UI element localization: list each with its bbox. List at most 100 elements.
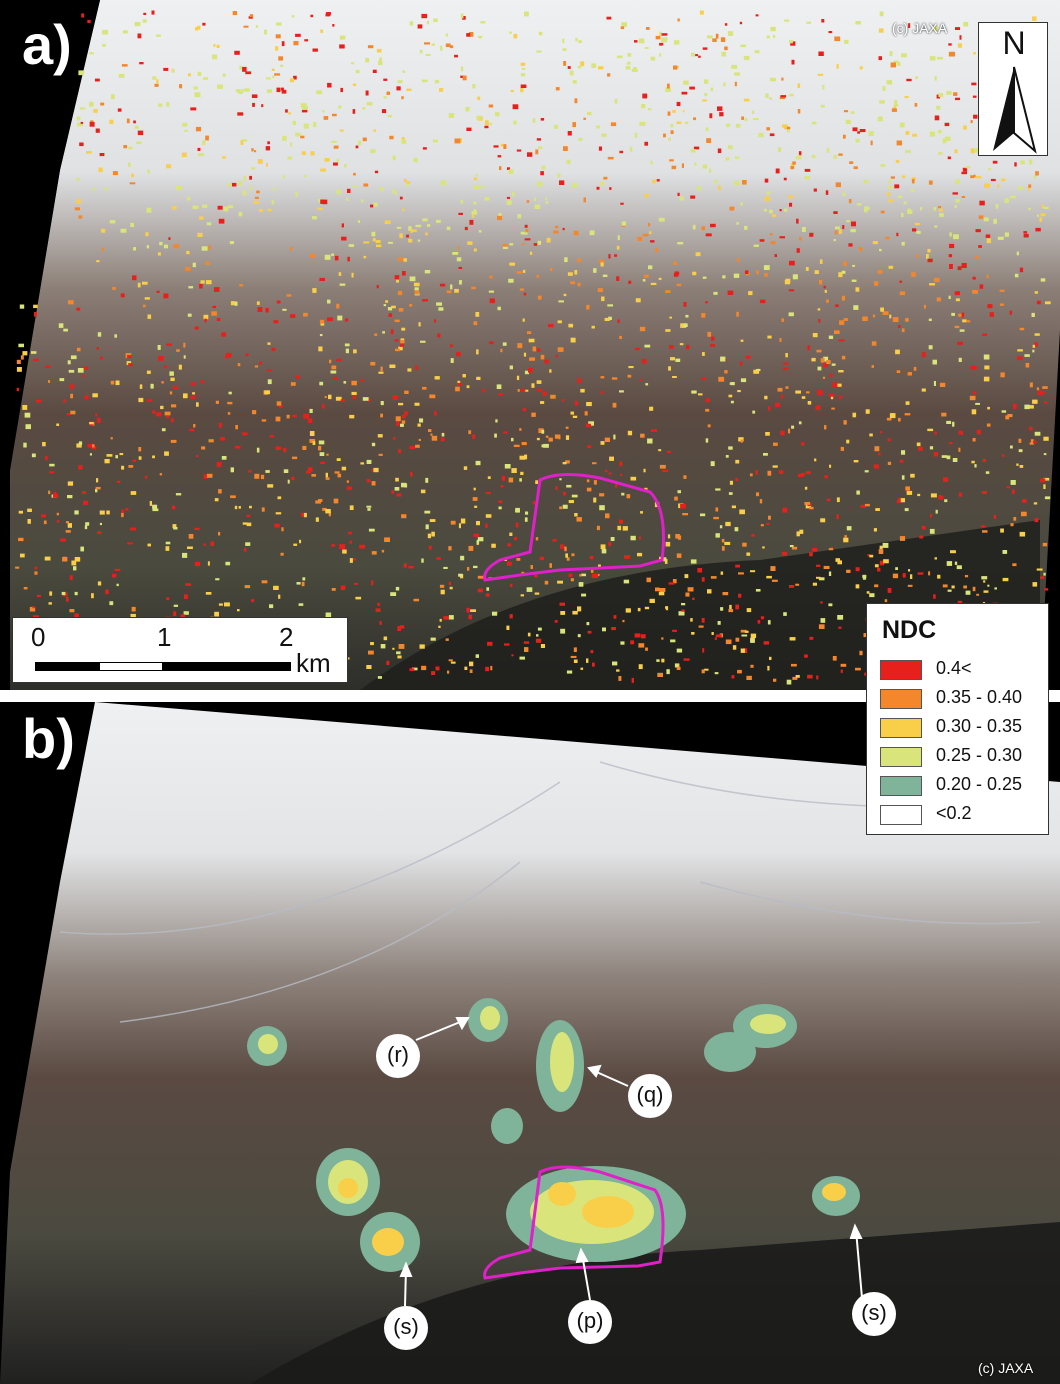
- ndc-pixel: [771, 214, 776, 217]
- ndc-pixel: [731, 64, 738, 69]
- ndc-pixel: [83, 366, 88, 370]
- ndc-pixel: [764, 395, 768, 400]
- ndc-pixel: [917, 572, 924, 575]
- ndc-pixel: [194, 326, 199, 330]
- ndc-pixel: [620, 202, 624, 205]
- ndc-pixel: [216, 462, 222, 467]
- ndc-pixel: [944, 499, 948, 503]
- ndc-pixel: [578, 138, 583, 141]
- ndc-pixel: [993, 218, 997, 224]
- ndc-pixel: [230, 301, 235, 306]
- ndc-pixel: [946, 420, 952, 424]
- ndc-pixel: [476, 376, 481, 380]
- ndc-pixel: [462, 374, 466, 378]
- ndc-pixel: [366, 505, 372, 508]
- ndc-pixel: [266, 163, 268, 167]
- ndc-pixel: [880, 307, 884, 312]
- ndc-pixel: [16, 387, 19, 392]
- ndc-pixel: [415, 444, 420, 448]
- ndc-pixel: [376, 285, 379, 289]
- ndc-pixel: [276, 87, 281, 93]
- ndc-pixel: [591, 63, 597, 68]
- ndc-pixel: [406, 88, 412, 91]
- ndc-pixel: [621, 224, 626, 227]
- ndc-pixel: [938, 205, 942, 209]
- ndc-pixel: [469, 219, 474, 225]
- ndc-pixel: [784, 125, 787, 129]
- ndc-pixel: [495, 112, 500, 117]
- ndc-pixel: [559, 602, 565, 606]
- ndc-pixel: [123, 145, 127, 149]
- ndc-pixel: [165, 546, 170, 551]
- ndc-pixel: [659, 588, 666, 592]
- ndc-pixel: [627, 61, 631, 65]
- ndc-pixel: [524, 238, 531, 241]
- ndc-pixel: [813, 188, 817, 192]
- ndc-pixel: [230, 495, 236, 499]
- ndc-pixel: [987, 406, 990, 410]
- ndc-pixel: [934, 225, 938, 228]
- ndc-pixel: [121, 512, 124, 518]
- ndc-pixel: [184, 129, 188, 132]
- ndc-pixel: [619, 519, 624, 524]
- ndc-pixel: [134, 125, 139, 129]
- ndc-pixel: [228, 205, 234, 209]
- ndc-pixel: [523, 352, 527, 357]
- ndc-pixel: [165, 541, 171, 545]
- ndc-pixel: [674, 663, 679, 668]
- ndc-pixel: [1030, 439, 1034, 443]
- ndc-pixel: [706, 35, 713, 39]
- ndc-pixel: [171, 505, 176, 510]
- ndc-pixel: [69, 384, 75, 389]
- ndc-pixel: [441, 432, 445, 437]
- ndc-pixel: [962, 167, 968, 172]
- ndc-pixel: [485, 514, 492, 518]
- ndc-pixel: [244, 548, 247, 552]
- ndc-pixel: [290, 314, 296, 318]
- ndc-pixel: [830, 546, 833, 550]
- callout-arrows: [399, 1017, 863, 1307]
- ndc-pixel: [237, 112, 244, 116]
- ndc-pixel: [681, 91, 688, 95]
- ndc-pixel: [1032, 16, 1037, 21]
- ndc-pixel: [707, 331, 712, 337]
- ndc-pixel: [395, 586, 400, 591]
- ndc-pixel: [553, 124, 559, 129]
- ndc-pixel: [942, 138, 947, 144]
- ndc-pixel: [869, 433, 873, 437]
- ndc-pixel: [389, 135, 394, 140]
- ndc-pixel: [131, 173, 134, 178]
- ndc-pixel: [323, 116, 329, 120]
- ndc-pixel: [363, 183, 369, 187]
- ndc-pixel: [1017, 186, 1024, 190]
- ndc-pixel: [171, 404, 177, 408]
- ndc-pixel: [899, 536, 906, 541]
- ndc-pixel: [472, 497, 478, 501]
- ndc-pixel: [497, 155, 502, 158]
- ndc-pixel: [520, 87, 524, 93]
- ndc-pixel: [655, 248, 658, 253]
- ndc-pixel: [406, 181, 411, 184]
- legend-title: NDC: [882, 616, 937, 644]
- ndc-pixel: [792, 676, 798, 680]
- ndc-pixel: [846, 220, 850, 223]
- ndc-pixel: [139, 384, 143, 389]
- ndc-pixel: [523, 641, 530, 644]
- ndc-pixel: [379, 621, 382, 625]
- ndc-pixel: [791, 663, 797, 667]
- ndc-pixel: [820, 618, 826, 623]
- ndc-pixel: [169, 391, 173, 395]
- ndc-pixel: [766, 191, 770, 195]
- ndc-pixel: [102, 44, 106, 47]
- ndc-pixel: [332, 24, 335, 27]
- ndc-pixel: [460, 518, 466, 524]
- ndc-pixel: [49, 471, 55, 474]
- ndc-pixel: [408, 566, 414, 569]
- ndc-pixel: [1029, 426, 1033, 431]
- ndc-pixel: [290, 142, 293, 147]
- ndc-pixel: [131, 606, 136, 612]
- ndc-pixel: [164, 451, 169, 456]
- ndc-pixel: [132, 275, 137, 281]
- ndc-pixel: [484, 197, 490, 201]
- ndc-pixel: [378, 453, 383, 456]
